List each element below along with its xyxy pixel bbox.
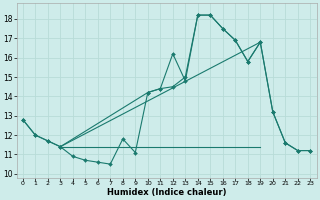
X-axis label: Humidex (Indice chaleur): Humidex (Indice chaleur): [107, 188, 226, 197]
